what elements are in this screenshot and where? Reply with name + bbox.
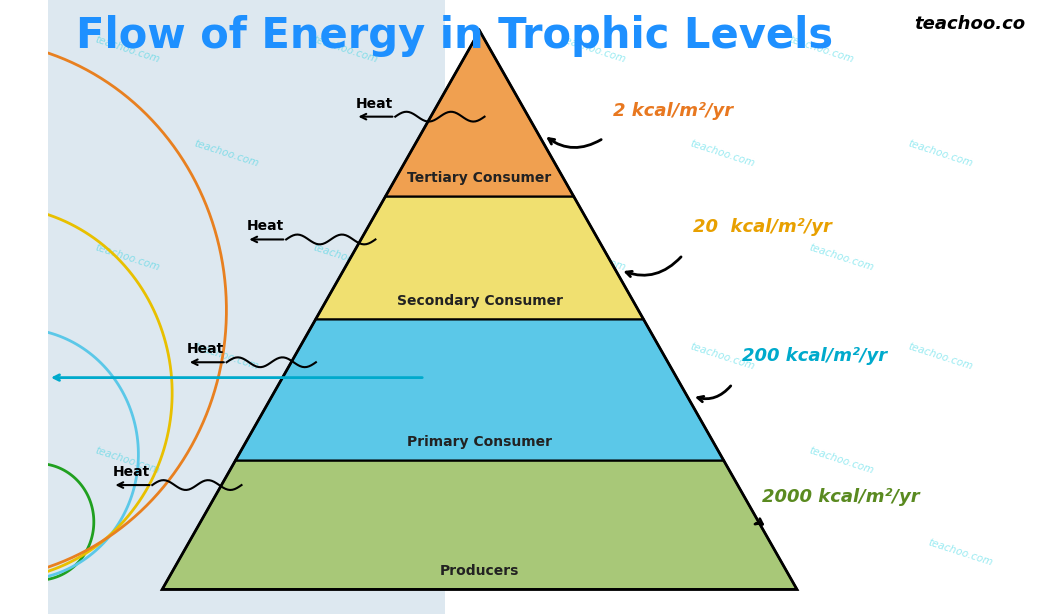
Text: Heat: Heat xyxy=(246,219,284,233)
Text: teachoo.com: teachoo.com xyxy=(193,537,260,568)
Text: teachoo.com: teachoo.com xyxy=(94,445,161,476)
Text: teachoo.com: teachoo.com xyxy=(431,138,498,169)
Text: teachoo.com: teachoo.com xyxy=(193,341,260,371)
Polygon shape xyxy=(386,31,574,196)
Text: teachoo.com: teachoo.com xyxy=(907,341,974,371)
Polygon shape xyxy=(162,460,797,589)
Text: 2000 kcal/m²/yr: 2000 kcal/m²/yr xyxy=(762,488,920,507)
Text: Tertiary Consumer: Tertiary Consumer xyxy=(408,171,551,185)
Text: Producers: Producers xyxy=(440,564,519,578)
Text: teachoo.com: teachoo.com xyxy=(788,34,856,64)
Text: teachoo.co: teachoo.co xyxy=(914,15,1025,33)
Text: teachoo.com: teachoo.com xyxy=(688,138,756,169)
Text: teachoo.com: teachoo.com xyxy=(907,138,974,169)
Text: teachoo.com: teachoo.com xyxy=(808,243,876,273)
Text: teachoo.com: teachoo.com xyxy=(927,537,994,568)
Text: teachoo.com: teachoo.com xyxy=(94,34,161,64)
Text: 200 kcal/m²/yr: 200 kcal/m²/yr xyxy=(743,347,887,365)
Text: teachoo.com: teachoo.com xyxy=(709,537,776,568)
Polygon shape xyxy=(316,196,644,319)
Text: teachoo.com: teachoo.com xyxy=(560,445,627,476)
Text: Flow of Energy in Trophic Levels: Flow of Energy in Trophic Levels xyxy=(76,15,833,57)
Text: 20  kcal/m²/yr: 20 kcal/m²/yr xyxy=(693,218,832,236)
Text: teachoo.com: teachoo.com xyxy=(808,445,876,476)
Text: teachoo.com: teachoo.com xyxy=(560,243,627,273)
Text: teachoo.com: teachoo.com xyxy=(312,34,380,64)
Text: teachoo.com: teachoo.com xyxy=(94,243,161,273)
Text: teachoo.com: teachoo.com xyxy=(312,445,380,476)
Text: teachoo.com: teachoo.com xyxy=(461,537,528,568)
Text: Secondary Consumer: Secondary Consumer xyxy=(396,294,563,308)
Text: Heat: Heat xyxy=(187,342,225,356)
Text: teachoo.com: teachoo.com xyxy=(688,341,756,371)
Text: Heat: Heat xyxy=(112,465,150,479)
Text: teachoo.com: teachoo.com xyxy=(431,341,498,371)
Text: Primary Consumer: Primary Consumer xyxy=(407,435,552,449)
Text: Heat: Heat xyxy=(356,96,393,111)
Text: teachoo.com: teachoo.com xyxy=(312,243,380,273)
Polygon shape xyxy=(235,319,724,460)
Text: teachoo.com: teachoo.com xyxy=(560,34,627,64)
Text: 2 kcal/m²/yr: 2 kcal/m²/yr xyxy=(614,101,733,120)
Bar xyxy=(48,0,445,614)
Text: teachoo.com: teachoo.com xyxy=(193,138,260,169)
